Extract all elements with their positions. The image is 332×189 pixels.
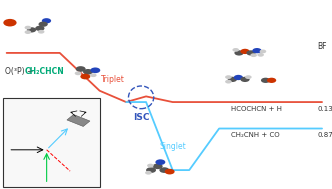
Circle shape (146, 167, 156, 173)
Text: 0.87: 0.87 (317, 132, 332, 138)
Circle shape (42, 18, 51, 23)
Circle shape (261, 78, 270, 83)
Circle shape (240, 77, 250, 82)
Circle shape (234, 75, 243, 80)
Circle shape (75, 71, 81, 75)
Circle shape (155, 159, 165, 165)
Text: CH₂CNH + CO: CH₂CNH + CO (231, 132, 279, 138)
Circle shape (245, 75, 252, 79)
Circle shape (76, 66, 86, 72)
Circle shape (38, 30, 44, 34)
Circle shape (80, 74, 90, 79)
Circle shape (225, 80, 232, 84)
Text: CH₂CHCN: CH₂CHCN (25, 67, 65, 76)
Circle shape (147, 164, 154, 167)
Circle shape (35, 26, 44, 31)
Text: ISC: ISC (133, 113, 149, 122)
Circle shape (267, 78, 276, 83)
Circle shape (25, 26, 31, 29)
Circle shape (232, 48, 239, 52)
Text: HCOCHCN + H: HCOCHCN + H (231, 106, 282, 112)
Text: 0.13: 0.13 (317, 106, 332, 112)
Circle shape (257, 53, 264, 57)
Text: BF: BF (317, 42, 327, 51)
Circle shape (39, 22, 48, 27)
Circle shape (260, 50, 266, 53)
Text: O(³P) +: O(³P) + (5, 67, 36, 76)
Circle shape (3, 19, 17, 26)
Circle shape (234, 50, 244, 56)
Circle shape (240, 49, 250, 54)
Circle shape (228, 77, 237, 82)
Circle shape (252, 48, 262, 53)
Bar (3, 98, 100, 187)
Circle shape (246, 50, 256, 56)
Circle shape (90, 73, 97, 77)
Circle shape (225, 75, 232, 79)
Circle shape (250, 53, 257, 57)
Circle shape (165, 169, 175, 174)
Circle shape (83, 69, 93, 75)
Text: Singlet: Singlet (159, 142, 186, 151)
Circle shape (145, 171, 152, 175)
Text: Triplet: Triplet (101, 75, 125, 84)
Circle shape (90, 67, 100, 73)
Circle shape (153, 163, 163, 169)
Circle shape (27, 27, 36, 33)
Bar (67, 115, 90, 126)
Circle shape (25, 30, 31, 34)
Circle shape (159, 167, 169, 173)
